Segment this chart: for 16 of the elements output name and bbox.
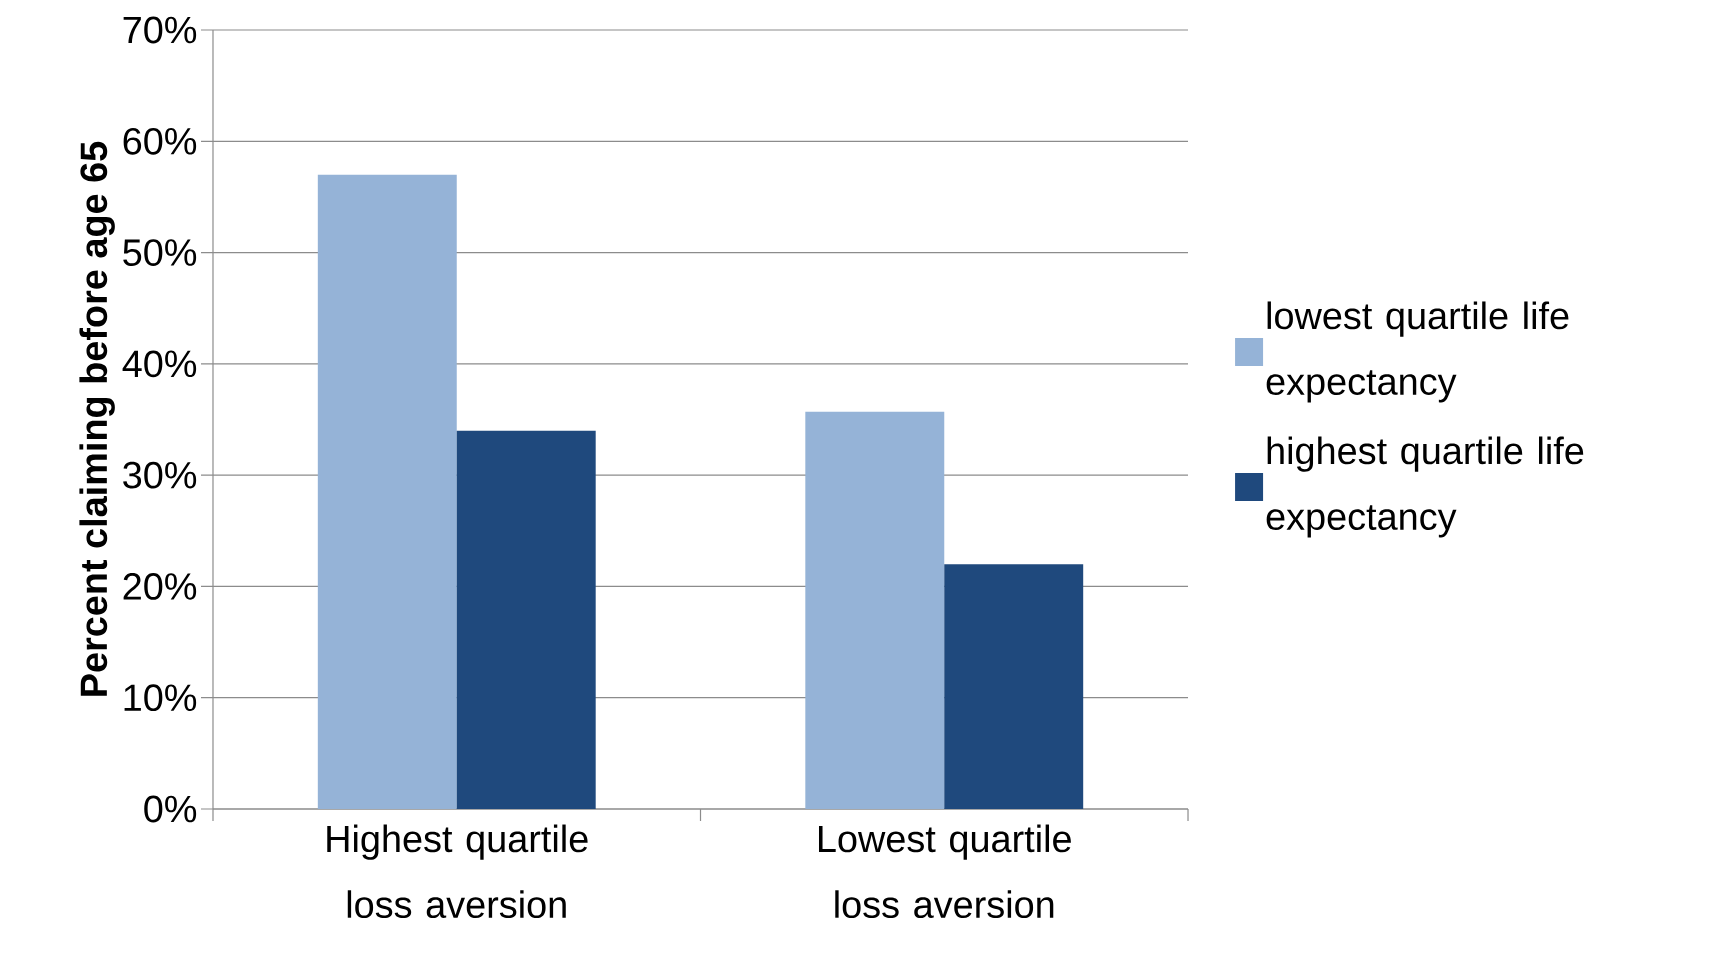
bar xyxy=(805,411,945,809)
y-tick-label: 50% xyxy=(123,239,197,266)
x-tick-label: Lowest quartile loss aversion xyxy=(819,824,1071,919)
y-tick-label: 0% xyxy=(144,795,197,823)
y-tick-label: 10% xyxy=(124,684,197,712)
x-tick-label: Highest quartile loss aversion xyxy=(327,824,588,919)
y-tick-label: 30% xyxy=(123,461,197,489)
y-tick-label: 40% xyxy=(122,350,197,378)
bar xyxy=(944,564,1084,809)
bar xyxy=(317,174,457,809)
legend-label: highest quartile life expectancy xyxy=(1266,436,1584,538)
y-axis-title: Percent claiming before age 65 xyxy=(79,141,115,696)
y-tick-label: 70% xyxy=(123,16,197,44)
y-tick-label: 60% xyxy=(123,127,197,155)
bar xyxy=(456,430,596,809)
y-tick-label: 20% xyxy=(123,573,197,600)
